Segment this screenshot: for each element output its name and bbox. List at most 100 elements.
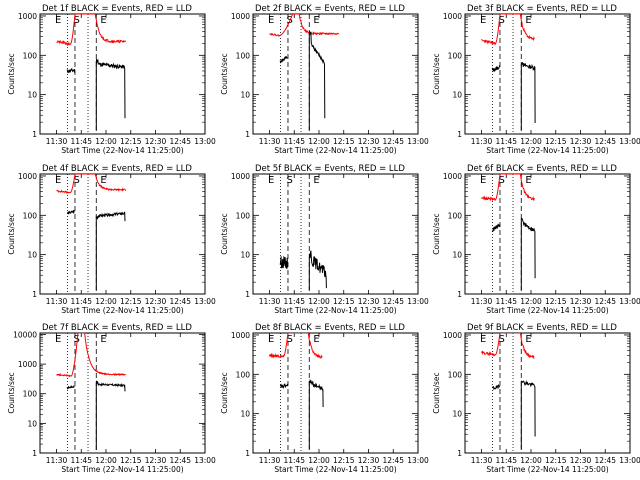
x-tick-label: 13:00	[194, 137, 216, 146]
y-axis-label: Counts/sec	[7, 213, 16, 254]
interval-marker-s: S	[286, 334, 292, 345]
x-tick-label: 12:45	[594, 456, 616, 465]
panel-title: Det 1f BLACK = Events, RED = LLD	[42, 4, 192, 14]
x-tick-label: 11:45	[70, 137, 92, 146]
events-series-line	[491, 223, 501, 233]
interval-marker-e: E	[268, 15, 274, 26]
panel-title: Det 9f BLACK = Events, RED = LLD	[467, 323, 617, 333]
x-tick-label: 13:00	[407, 456, 429, 465]
interval-marker-e: E	[100, 334, 106, 345]
x-tick-label: 11:45	[70, 456, 92, 465]
y-tick-label: 10	[27, 419, 37, 428]
y-tick-label: 1000	[231, 12, 250, 21]
x-tick-label: 12:45	[169, 456, 191, 465]
y-tick-label: 1	[32, 290, 37, 299]
x-axis-label: Start Time (22-Nov-14 11:25:00)	[486, 146, 608, 155]
interval-marker-e: E	[268, 175, 274, 186]
plot-frame	[464, 13, 631, 135]
lld-series-line	[56, 174, 126, 195]
y-axis-label: Counts/sec	[220, 372, 229, 413]
y-tick-label: 1	[245, 449, 250, 458]
x-tick-label: 12:45	[169, 297, 191, 306]
x-tick-label: 12:00	[520, 297, 542, 306]
x-axis-label: Start Time (22-Nov-14 11:25:00)	[486, 465, 608, 474]
y-tick-label: 1000	[443, 12, 462, 21]
y-tick-label: 100	[236, 370, 251, 379]
interval-marker-s: S	[498, 175, 504, 186]
x-tick-label: 12:15	[120, 137, 142, 146]
interval-marker-e: E	[268, 334, 274, 345]
plot-frame	[464, 332, 631, 454]
y-tick-label: 1000	[443, 172, 462, 181]
interval-marker-e: E	[480, 175, 486, 186]
x-tick-label: 12:45	[382, 456, 404, 465]
x-tick-label: 12:15	[333, 297, 355, 306]
interval-marker-s: S	[73, 175, 79, 186]
interval-marker-s: S	[73, 15, 79, 26]
x-tick-label: 13:00	[194, 297, 216, 306]
x-axis-label: Start Time (22-Nov-14 11:25:00)	[274, 146, 396, 155]
x-tick-label: 12:45	[594, 137, 616, 146]
y-tick-label: 100	[448, 51, 463, 60]
panel-2: Det 2f BLACK = Events, RED = LLD 11:30 11:…	[220, 4, 429, 155]
interval-marker-e: E	[55, 175, 61, 186]
x-tick-label: 13:00	[619, 456, 640, 465]
y-tick-label: 10	[452, 91, 462, 100]
interval-marker-e: E	[55, 334, 61, 345]
y-axis-label: Counts/sec	[220, 53, 229, 94]
events-series-line	[520, 62, 536, 131]
plot-frame	[39, 173, 206, 295]
x-tick-label: 12:45	[169, 137, 191, 146]
y-axis-label: Counts/sec	[432, 213, 441, 254]
y-tick-label: 1000	[231, 331, 250, 340]
x-tick-label: 11:45	[495, 456, 517, 465]
x-tick-label: 11:30	[471, 297, 493, 306]
lld-series-line	[269, 14, 340, 38]
x-tick-label: 12:30	[358, 456, 380, 465]
lld-series-line	[481, 174, 535, 202]
events-series-line	[308, 30, 326, 131]
interval-marker-e: E	[480, 334, 486, 345]
x-tick-label: 11:30	[471, 137, 493, 146]
panel-3: Det 3f BLACK = Events, RED = LLD 11:30 11:…	[432, 4, 640, 155]
x-tick-label: 12:30	[570, 297, 592, 306]
x-tick-label: 13:00	[407, 137, 429, 146]
x-tick-label: 12:30	[570, 137, 592, 146]
x-tick-label: 12:00	[95, 297, 117, 306]
interval-marker-e: E	[100, 15, 106, 26]
x-tick-label: 12:00	[95, 456, 117, 465]
x-tick-label: 12:15	[333, 456, 355, 465]
x-axis-label: Start Time (22-Nov-14 11:25:00)	[274, 465, 396, 474]
panel-title: Det 5f BLACK = Events, RED = LLD	[255, 164, 405, 174]
plot-frame	[252, 13, 419, 135]
events-series-line	[308, 378, 324, 450]
lld-series-line	[269, 333, 323, 359]
x-tick-label: 11:45	[283, 137, 305, 146]
y-tick-label: 10	[240, 91, 250, 100]
x-tick-label: 12:30	[570, 456, 592, 465]
events-series-line	[95, 58, 126, 131]
panel-title: Det 3f BLACK = Events, RED = LLD	[467, 4, 617, 14]
panel-title: Det 4f BLACK = Events, RED = LLD	[42, 164, 192, 174]
interval-marker-s: S	[498, 15, 504, 26]
x-tick-label: 12:15	[120, 297, 142, 306]
x-tick-label: 12:30	[145, 297, 167, 306]
panel-5: Det 5f BLACK = Events, RED = LLD 11:30 11:…	[220, 164, 429, 315]
x-tick-label: 13:00	[407, 297, 429, 306]
y-tick-label: 1000	[18, 360, 37, 369]
y-axis-label: Counts/sec	[7, 372, 16, 413]
interval-marker-e: E	[313, 15, 319, 26]
interval-marker-e: E	[525, 15, 531, 26]
panel-title: Det 2f BLACK = Events, RED = LLD	[255, 4, 405, 14]
events-series-line	[491, 65, 501, 73]
panel-1: Det 1f BLACK = Events, RED = LLD 11:30 11:…	[7, 4, 216, 155]
x-tick-label: 11:45	[283, 297, 305, 306]
y-tick-label: 100	[236, 211, 251, 220]
y-tick-label: 10000	[13, 330, 37, 339]
x-axis-label: Start Time (22-Nov-14 11:25:00)	[486, 306, 608, 315]
events-series-line	[95, 380, 126, 450]
interval-marker-e: E	[100, 175, 106, 186]
interval-marker-e: E	[313, 334, 319, 345]
x-tick-label: 12:00	[520, 456, 542, 465]
